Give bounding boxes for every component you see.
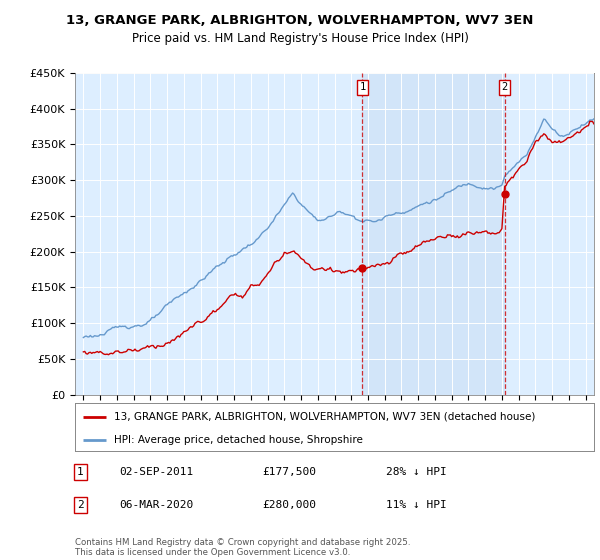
Text: £280,000: £280,000: [262, 500, 316, 510]
Text: Contains HM Land Registry data © Crown copyright and database right 2025.
This d: Contains HM Land Registry data © Crown c…: [75, 538, 410, 557]
Text: 1: 1: [359, 82, 365, 92]
Text: £177,500: £177,500: [262, 467, 316, 477]
Text: 28% ↓ HPI: 28% ↓ HPI: [386, 467, 447, 477]
Text: 11% ↓ HPI: 11% ↓ HPI: [386, 500, 447, 510]
Bar: [362, 73, 505, 395]
Text: 13, GRANGE PARK, ALBRIGHTON, WOLVERHAMPTON, WV7 3EN: 13, GRANGE PARK, ALBRIGHTON, WOLVERHAMPT…: [67, 14, 533, 27]
Text: 1: 1: [77, 467, 83, 477]
Text: 13, GRANGE PARK, ALBRIGHTON, WOLVERHAMPTON, WV7 3EN (detached house): 13, GRANGE PARK, ALBRIGHTON, WOLVERHAMPT…: [114, 412, 535, 422]
Text: 2: 2: [502, 82, 508, 92]
Text: 2: 2: [77, 500, 83, 510]
Text: 06-MAR-2020: 06-MAR-2020: [119, 500, 193, 510]
Text: 02-SEP-2011: 02-SEP-2011: [119, 467, 193, 477]
Text: Price paid vs. HM Land Registry's House Price Index (HPI): Price paid vs. HM Land Registry's House …: [131, 32, 469, 45]
Text: HPI: Average price, detached house, Shropshire: HPI: Average price, detached house, Shro…: [114, 435, 363, 445]
